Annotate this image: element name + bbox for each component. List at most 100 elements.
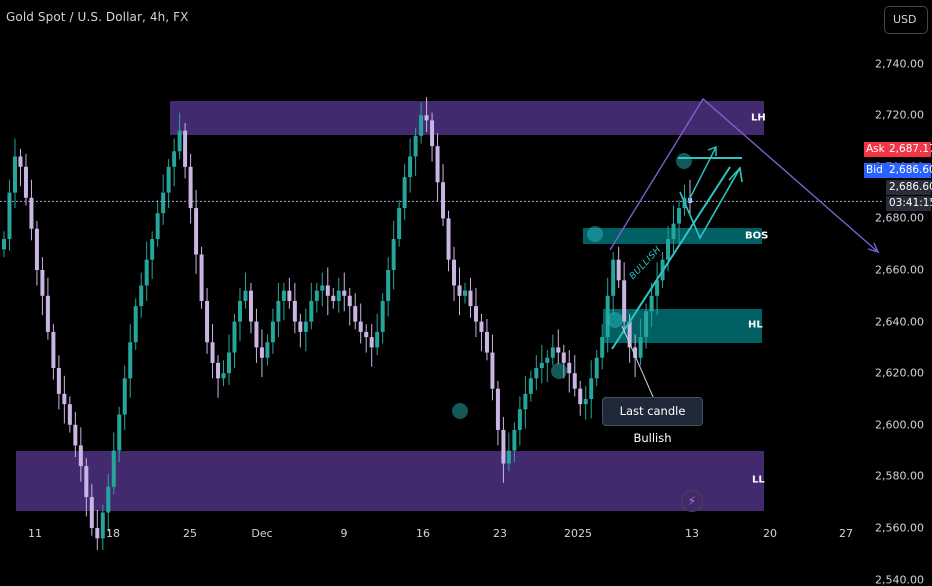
- pivot-circle: [587, 226, 603, 242]
- candle: [473, 306, 478, 322]
- candle: [23, 166, 28, 198]
- candle: [336, 290, 341, 301]
- candle: [45, 295, 50, 332]
- candle: [150, 239, 155, 260]
- candle: [287, 290, 292, 301]
- candle: [666, 239, 671, 260]
- candle: [358, 321, 363, 332]
- y-tick-label: 2,720.00: [875, 108, 924, 122]
- candle: [567, 362, 572, 374]
- candle: [12, 156, 17, 193]
- candle: [380, 300, 385, 332]
- candle: [506, 450, 511, 464]
- candle: [572, 373, 577, 389]
- y-tick-label: 2,580.00: [875, 469, 924, 483]
- candle: [51, 331, 56, 369]
- candle: [292, 300, 297, 322]
- y-tick-label: 2,740.00: [875, 57, 924, 71]
- candle: [117, 414, 122, 451]
- candle: [331, 295, 336, 301]
- candle: [523, 393, 528, 410]
- candle: [419, 115, 424, 136]
- candle: [644, 311, 649, 338]
- currency-button[interactable]: USD: [884, 6, 928, 34]
- price-chart[interactable]: [0, 0, 932, 550]
- pivot-circle: [551, 363, 567, 379]
- ask-label: Ask: [864, 142, 886, 157]
- candle: [386, 270, 391, 301]
- candle: [462, 290, 467, 296]
- candle: [539, 362, 544, 369]
- candle: [309, 300, 314, 322]
- pivot-circle: [676, 153, 692, 169]
- zone-ll: [16, 451, 764, 511]
- candle: [172, 151, 177, 167]
- candle: [622, 280, 627, 322]
- candle: [528, 378, 533, 394]
- candle: [452, 259, 457, 286]
- projection-arrowhead: [867, 242, 880, 254]
- candle: [408, 156, 413, 178]
- candle: [95, 528, 100, 539]
- y-tick-label: 2,640.00: [875, 315, 924, 329]
- candle: [84, 466, 89, 498]
- candle: [205, 300, 210, 343]
- candle: [517, 409, 522, 430]
- candle: [303, 321, 308, 332]
- x-tick-label: 13: [685, 527, 699, 540]
- candle: [325, 285, 330, 296]
- candle: [62, 393, 67, 405]
- bullish-trendline: [611, 166, 731, 350]
- last-price-tag: 2,686.60: [886, 180, 932, 195]
- lightning-icon[interactable]: ⚡: [681, 490, 703, 512]
- candle: [161, 192, 166, 214]
- candle: [18, 156, 23, 167]
- ask-price: 2,687.17: [886, 142, 932, 157]
- candle: [424, 115, 429, 121]
- candle: [490, 352, 495, 389]
- candle: [276, 300, 281, 322]
- y-tick-label: 2,660.00: [875, 263, 924, 277]
- candle: [221, 373, 226, 379]
- candle: [227, 352, 232, 374]
- candle: [446, 218, 451, 260]
- candle: [556, 347, 561, 353]
- candle: [583, 399, 588, 405]
- candle: [512, 429, 517, 451]
- candle: [133, 306, 138, 343]
- candle: [188, 166, 193, 209]
- y-tick-label: 2,600.00: [875, 418, 924, 432]
- candle: [561, 352, 566, 363]
- candle: [534, 368, 539, 379]
- pivot-circle: [607, 312, 623, 328]
- y-tick-label: 2,540.00: [875, 573, 924, 586]
- candle: [232, 321, 237, 353]
- x-tick-label: 16: [416, 527, 430, 540]
- candle: [600, 337, 605, 358]
- candle: [100, 512, 105, 539]
- candle: [611, 259, 616, 296]
- x-tick-label: Dec: [251, 527, 273, 540]
- candle: [265, 342, 270, 358]
- candle: [210, 342, 215, 363]
- bid-label: Bid: [864, 163, 886, 178]
- projection-zigzag: [679, 167, 741, 240]
- candle: [2, 239, 6, 250]
- x-tick-label: 9: [340, 527, 348, 540]
- candle: [106, 486, 111, 513]
- candle: [375, 331, 380, 348]
- y-tick-label: 2,680.00: [875, 211, 924, 225]
- candle: [166, 166, 171, 193]
- candle: [320, 285, 325, 291]
- projection-lines: [609, 97, 879, 253]
- zone-label-lh: LH: [751, 112, 766, 124]
- candle: [29, 197, 34, 229]
- y-tick-label: 2,560.00: [875, 521, 924, 535]
- candle: [216, 362, 221, 379]
- candle: [369, 337, 374, 348]
- candle: [144, 259, 149, 286]
- candle: [254, 321, 259, 348]
- x-tick-label: 2025: [564, 527, 592, 540]
- candle: [402, 177, 407, 209]
- candle: [655, 280, 660, 296]
